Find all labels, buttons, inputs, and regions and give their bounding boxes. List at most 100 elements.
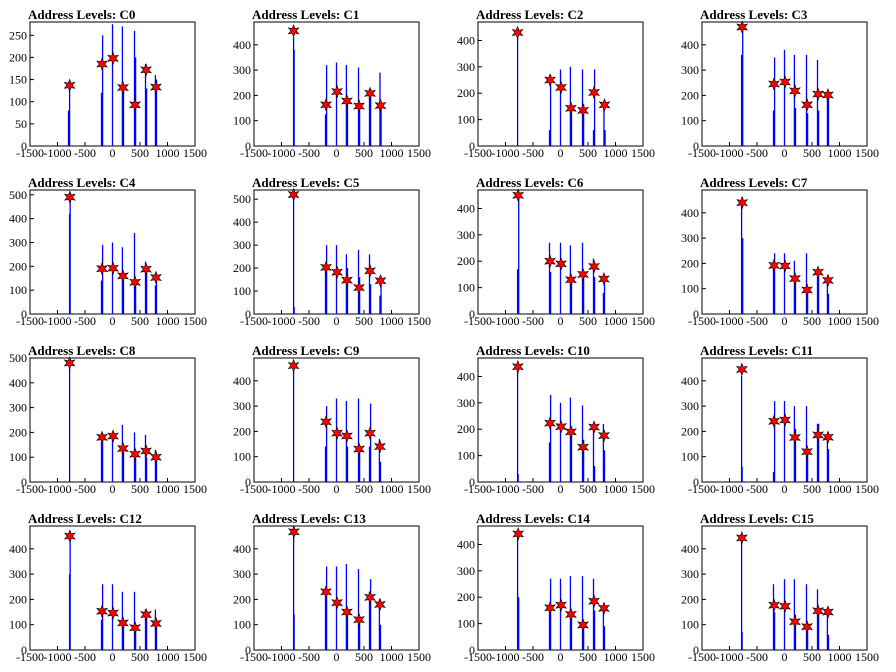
- peak-marker: [577, 103, 590, 118]
- x-tick-label: 1500: [183, 650, 207, 664]
- y-tick-label: 0: [469, 139, 475, 153]
- y-tick-label: 200: [9, 50, 27, 64]
- x-tick-label: -1000: [716, 314, 744, 328]
- x-tick-label: 500: [355, 146, 373, 160]
- y-tick-label: 500: [9, 188, 27, 202]
- y-tick-label: 200: [681, 256, 699, 270]
- x-tick-label: -500: [74, 146, 96, 160]
- peak-marker: [779, 259, 792, 273]
- peak-marker: [149, 80, 162, 94]
- x-tick-label: 500: [579, 314, 597, 328]
- x-tick-label: 1500: [855, 314, 879, 328]
- x-tick-label: 0: [782, 314, 788, 328]
- x-tick-label: -1500: [688, 146, 716, 160]
- chart-svg: Address Levels: C9 0 100 200 300 400 -1500 -100…: [233, 343, 431, 496]
- x-tick-label: -1000: [268, 482, 296, 496]
- x-tick-label: 500: [579, 650, 597, 664]
- y-tick-label: 200: [457, 590, 475, 604]
- y-tick-label: 100: [457, 113, 475, 127]
- x-tick-label: 1000: [380, 146, 404, 160]
- peak-marker: [96, 430, 109, 445]
- y-tick-label: 200: [681, 88, 699, 102]
- peak-marker: [116, 80, 129, 95]
- chart-title: Address Levels: C12: [28, 511, 142, 526]
- x-tick-label: 1500: [855, 650, 879, 664]
- x-tick-label: -1500: [16, 650, 44, 664]
- chart-title: Address Levels: C10: [476, 343, 590, 358]
- peak-marker: [801, 444, 814, 459]
- peak-marker: [116, 441, 129, 456]
- chart-title: Address Levels: C15: [700, 511, 814, 526]
- peak-marker: [564, 425, 577, 439]
- peak-marker: [812, 87, 825, 101]
- peak-marker: [287, 524, 300, 539]
- peak-marker: [555, 257, 568, 271]
- y-tick-label: 500: [233, 192, 251, 206]
- peak-marker: [588, 420, 601, 434]
- peak-marker: [364, 263, 377, 278]
- x-tick-label: -500: [74, 650, 96, 664]
- peak-marker: [129, 447, 142, 462]
- y-tick-label: 200: [457, 254, 475, 268]
- chart-panel: Address Levels: C7 0 100 200 300 400 -1500 -100…: [672, 168, 896, 336]
- peak-marker: [116, 268, 129, 283]
- x-tick-label: 500: [131, 650, 149, 664]
- peak-marker: [812, 603, 825, 618]
- peak-marker: [63, 190, 76, 205]
- x-tick-label: -1500: [464, 650, 492, 664]
- x-tick-label: 1500: [407, 314, 431, 328]
- x-tick-label: 1000: [380, 314, 404, 328]
- peak-marker: [821, 605, 834, 619]
- y-tick-label: 100: [233, 114, 251, 128]
- y-tick-label: 300: [233, 238, 251, 252]
- y-tick-label: 300: [233, 63, 251, 77]
- x-tick-label: -1000: [716, 482, 744, 496]
- chart-panel: Address Levels: C0 0 50 100 150 200 250 -1500 -1…: [0, 0, 224, 168]
- y-tick-label: 100: [9, 618, 27, 632]
- peak-marker: [364, 86, 377, 101]
- x-tick-label: -1500: [240, 314, 268, 328]
- x-tick-label: 1500: [631, 146, 655, 160]
- peak-marker: [63, 356, 76, 370]
- peak-marker: [597, 272, 610, 286]
- chart-svg: Address Levels: C14 0 100 200 300 400 -1500 -10…: [457, 511, 655, 664]
- chart-title: Address Levels: C13: [252, 511, 366, 526]
- x-tick-label: -1500: [240, 650, 268, 664]
- chart-svg: Address Levels: C6 0 100 200 300 400 -1500 -100…: [457, 175, 655, 328]
- x-tick-label: 1000: [604, 146, 628, 160]
- chart-title: Address Levels: C2: [476, 7, 583, 22]
- x-tick-label: 1000: [828, 314, 852, 328]
- y-tick-label: 400: [9, 212, 27, 226]
- x-tick-label: -1000: [268, 146, 296, 160]
- peak-marker: [129, 620, 142, 635]
- chart-svg: Address Levels: C15 0 100 200 300 400 -1500 -10…: [681, 511, 879, 664]
- y-tick-label: 100: [681, 114, 699, 128]
- peak-marker: [116, 616, 129, 630]
- y-tick-label: 0: [21, 643, 27, 657]
- peak-marker: [779, 413, 792, 427]
- chart-svg: Address Levels: C3 0 100 200 300 400 -1500 -100…: [681, 7, 879, 160]
- y-tick-label: 300: [457, 60, 475, 74]
- chart-panel: Address Levels: C9 0 100 200 300 400 -1500 -100…: [224, 336, 448, 504]
- peak-marker: [564, 272, 577, 287]
- peak-marker: [140, 62, 153, 77]
- x-tick-label: 500: [355, 482, 373, 496]
- peak-marker: [374, 273, 387, 288]
- x-tick-label: 1000: [828, 146, 852, 160]
- x-tick-label: 0: [110, 482, 116, 496]
- peak-marker: [779, 75, 792, 89]
- peak-marker: [320, 584, 333, 599]
- chart-svg: Address Levels: C7 0 100 200 300 400 -1500 -100…: [681, 175, 879, 328]
- x-tick-label: 1000: [156, 146, 180, 160]
- chart-title: Address Levels: C9: [252, 343, 360, 358]
- x-tick-label: 0: [110, 314, 116, 328]
- x-tick-label: -500: [522, 650, 544, 664]
- y-tick-label: 0: [245, 139, 251, 153]
- x-tick-label: 0: [558, 650, 564, 664]
- peak-marker: [364, 590, 377, 605]
- peak-marker: [63, 78, 76, 93]
- peak-marker: [107, 429, 120, 443]
- chart-svg: Address Levels: C0 0 50 100 150 200 250 -1500 -1…: [9, 7, 207, 160]
- peak-marker: [107, 51, 120, 66]
- x-tick-label: 0: [558, 314, 564, 328]
